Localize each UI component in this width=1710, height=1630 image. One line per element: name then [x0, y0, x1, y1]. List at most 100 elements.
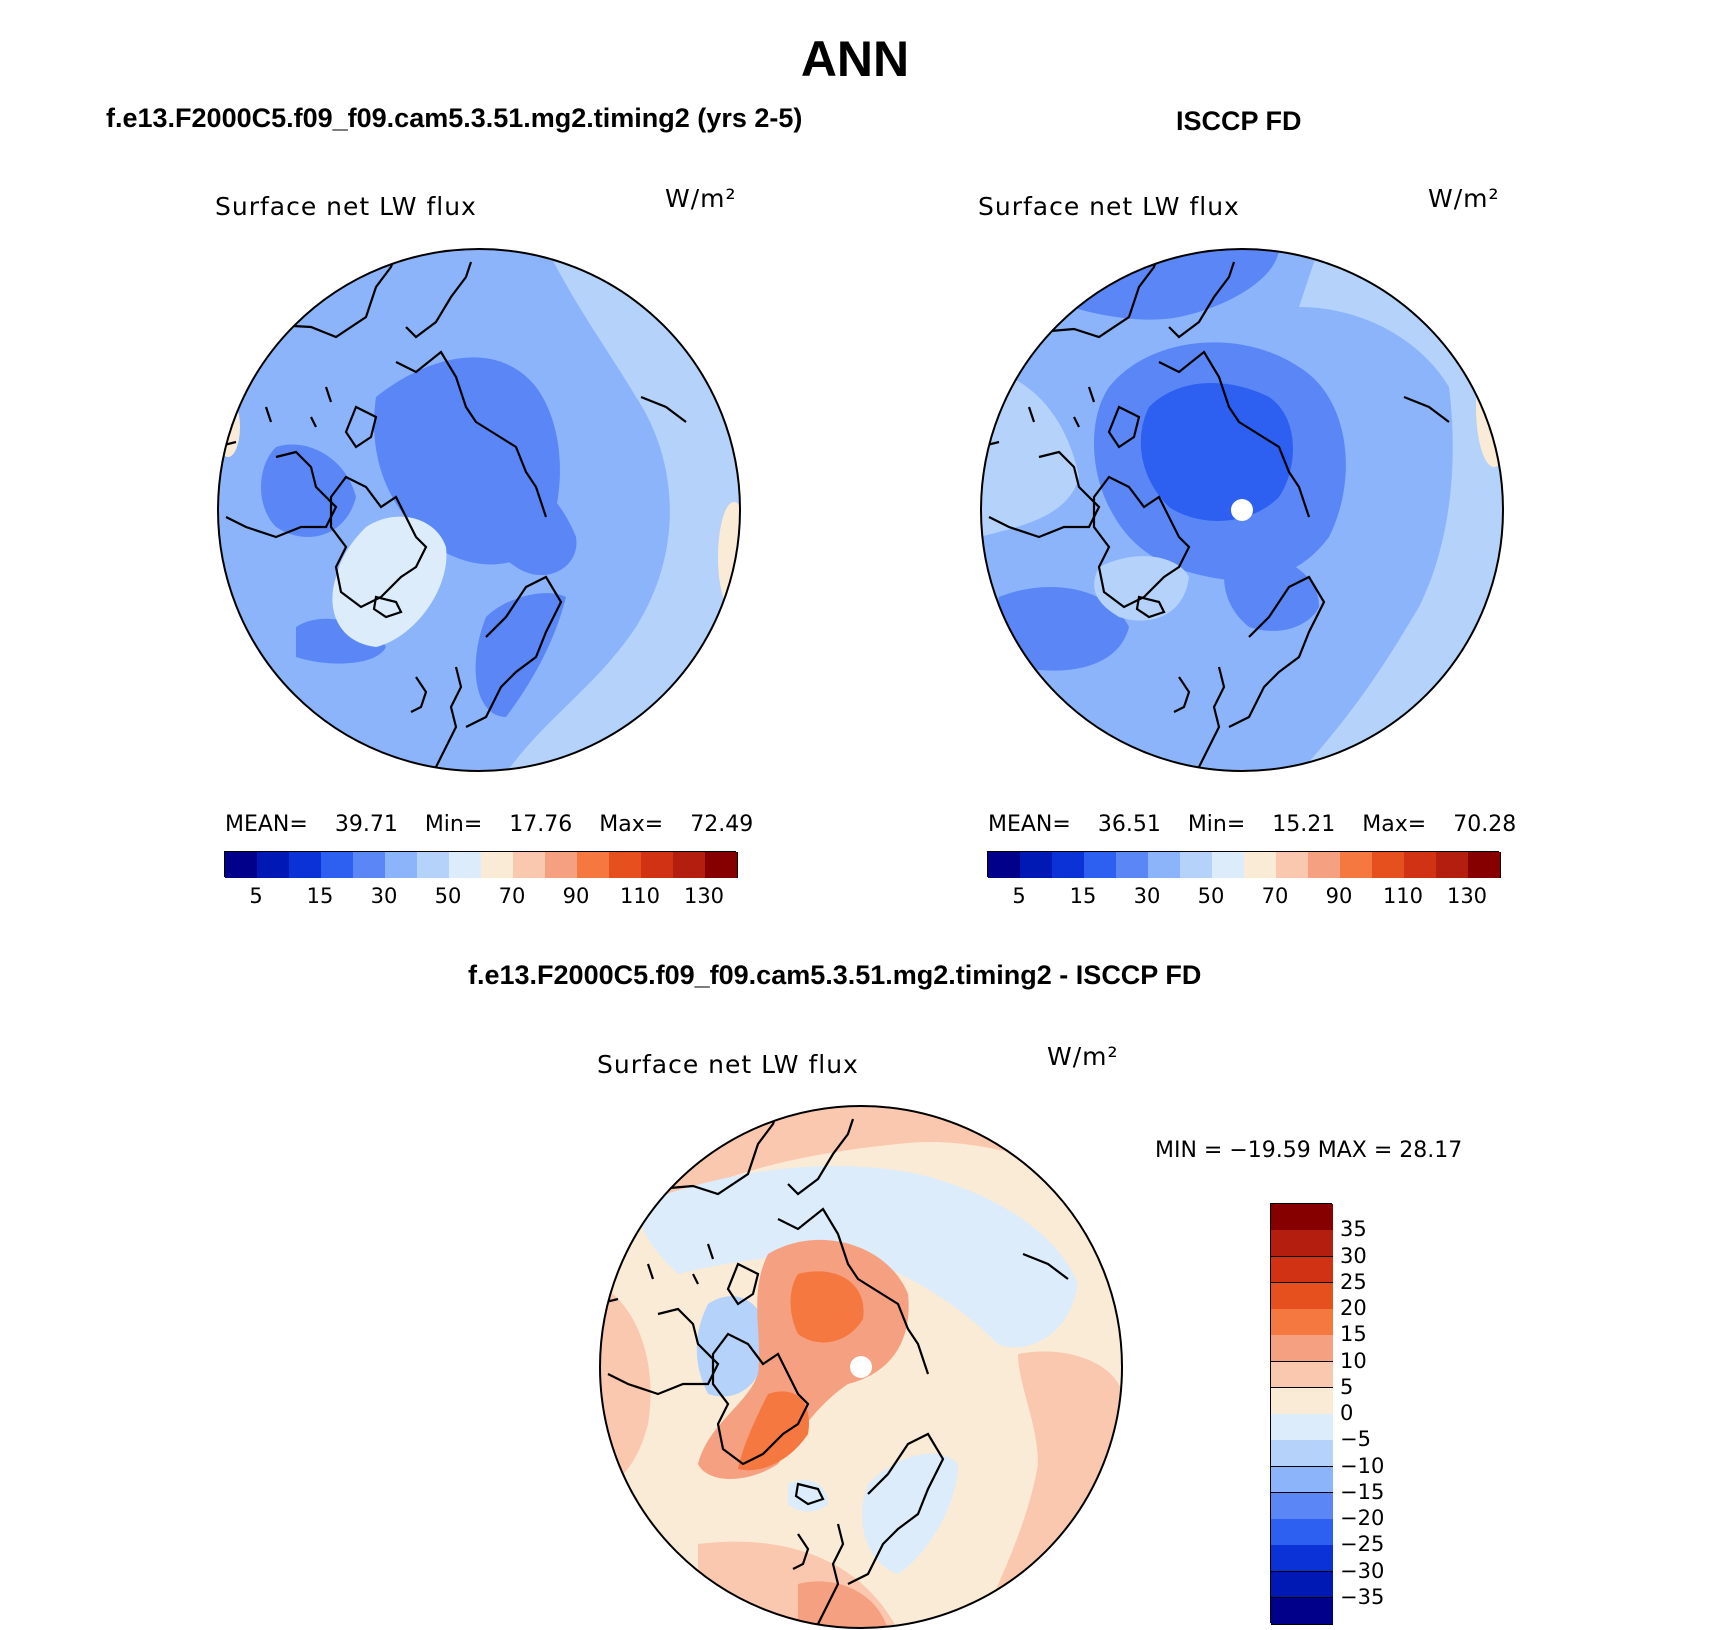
colorbar-labels-model: 5 15 30 50 70 90 110 130	[224, 884, 736, 910]
colorbar-swatch	[641, 852, 674, 878]
colorbar-tick-label: 50	[434, 884, 462, 908]
colorbar-swatch	[225, 852, 258, 878]
colorbar-swatch	[481, 852, 514, 878]
max-value: 72.49	[690, 812, 754, 837]
colorbar-tick-label: 15	[306, 884, 334, 908]
colorbar-tick-label: 90	[562, 884, 590, 908]
colorbar-swatch	[988, 852, 1021, 878]
colorbar-tick-label: 0	[1340, 1401, 1354, 1425]
colorbar-swatch	[417, 852, 450, 878]
colorbar-swatch	[1271, 1545, 1333, 1572]
colorbar-swatch	[1212, 852, 1245, 878]
colorbar-obs	[987, 851, 1501, 878]
colorbar-swatch	[449, 852, 482, 878]
colorbar-tick-label: −20	[1340, 1506, 1385, 1530]
colorbar-tick-label: 110	[619, 884, 661, 908]
colorbar-tick-label: −25	[1340, 1532, 1385, 1557]
colorbar-tick-label: 5	[1012, 884, 1026, 908]
colorbar-swatch	[1244, 852, 1277, 878]
colorbar-tick-label: −35	[1340, 1584, 1385, 1609]
polar-map-obs	[980, 248, 1504, 772]
colorbar-swatch	[513, 852, 546, 878]
colorbar-model	[224, 851, 738, 878]
panel-title-model: f.e13.F2000C5.f09_f09.cam5.3.51.mg2.timi…	[106, 103, 803, 133]
colorbar-swatch	[289, 852, 322, 878]
min-value: 17.76	[509, 812, 573, 837]
colorbar-tick-label: 90	[1325, 884, 1353, 908]
colorbar-swatch	[257, 852, 290, 878]
colorbar-swatch	[321, 852, 354, 878]
colorbar-swatch	[1180, 852, 1213, 878]
stats-model: MEAN= 39.71 Min= 17.76 Max= 72.49	[225, 812, 753, 837]
colorbar-swatch	[1308, 852, 1341, 878]
colorbar-tick-label: 30	[370, 884, 398, 908]
colorbar-swatch	[1271, 1571, 1333, 1599]
colorbar-tick-label: 10	[1340, 1348, 1367, 1373]
colorbar-swatch	[353, 852, 386, 878]
colorbar-swatch	[705, 852, 738, 878]
colorbar-tick-label: 20	[1340, 1296, 1367, 1320]
colorbar-swatch	[1148, 852, 1181, 878]
mean-label: MEAN=	[988, 812, 1071, 837]
colorbar-diff	[1270, 1203, 1333, 1625]
mean-value: 39.71	[334, 812, 398, 837]
colorbar-tick-label: 130	[1446, 884, 1488, 908]
stats-obs: MEAN= 36.51 Min= 15.21 Max= 70.28	[988, 812, 1516, 837]
colorbar-swatch	[577, 852, 610, 878]
colorbar-labels-diff: 35 30 25 20 15 10 5 0 −5 −10 −15 −20 −25 −30 −35	[1338, 1203, 1428, 1623]
mean-value: 36.51	[1097, 812, 1161, 837]
units-label-model: W/m²	[665, 184, 737, 213]
panel-title-diff: f.e13.F2000C5.f09_f09.cam5.3.51.mg2.timi…	[468, 960, 1202, 990]
variable-title-diff: Surface net LW flux	[597, 1050, 859, 1079]
colorbar-tick-label: 25	[1340, 1269, 1367, 1294]
colorbar-swatch	[1271, 1466, 1333, 1494]
colorbar-swatch	[1436, 852, 1469, 878]
colorbar-swatch	[1340, 852, 1373, 878]
colorbar-swatch	[1468, 852, 1501, 878]
colorbar-swatch	[1271, 1492, 1333, 1520]
max-value: 70.28	[1453, 812, 1517, 837]
min-label: Min=	[1187, 812, 1246, 837]
colorbar-tick-label: 30	[1133, 884, 1161, 908]
colorbar-tick-label: −5	[1340, 1427, 1371, 1452]
colorbar-swatch	[1271, 1414, 1333, 1441]
colorbar-swatch	[1271, 1361, 1333, 1389]
stats-diff: MIN = −19.59 MAX = 28.17	[1155, 1138, 1463, 1163]
colorbar-tick-label: 70	[1261, 884, 1289, 908]
units-label-obs: W/m²	[1428, 184, 1500, 213]
colorbar-swatch	[1116, 852, 1149, 878]
colorbar-swatch	[1276, 852, 1309, 878]
min-value: 15.21	[1272, 812, 1336, 837]
colorbar-labels-obs: 5 15 30 50 70 90 110 130	[987, 884, 1499, 910]
colorbar-tick-label: 30	[1340, 1243, 1367, 1268]
colorbar-swatch	[1271, 1309, 1333, 1336]
colorbar-tick-label: 130	[683, 884, 725, 908]
polar-map-model	[217, 248, 741, 772]
colorbar-swatch	[1052, 852, 1085, 878]
colorbar-swatch	[1271, 1335, 1333, 1362]
colorbar-swatch	[1271, 1230, 1333, 1257]
colorbar-tick-label: −10	[1340, 1453, 1385, 1478]
colorbar-tick-label: 70	[498, 884, 526, 908]
colorbar-tick-label: −15	[1340, 1479, 1385, 1504]
colorbar-swatch	[1271, 1256, 1333, 1284]
colorbar-tick-label: 50	[1197, 884, 1225, 908]
mean-label: MEAN=	[225, 812, 308, 837]
variable-title-obs: Surface net LW flux	[978, 192, 1240, 221]
panel-title-obs: ISCCP FD	[1176, 106, 1302, 136]
colorbar-swatch	[1271, 1519, 1333, 1546]
main-title: ANN	[800, 31, 910, 87]
colorbar-tick-label: 5	[249, 884, 263, 908]
colorbar-tick-label: −30	[1340, 1558, 1385, 1583]
variable-title-model: Surface net LW flux	[215, 192, 477, 221]
colorbar-swatch	[1271, 1282, 1333, 1310]
colorbar-swatch	[1404, 852, 1437, 878]
colorbar-swatch	[385, 852, 418, 878]
colorbar-tick-label: 35	[1340, 1217, 1367, 1242]
colorbar-tick-label: 5	[1340, 1374, 1354, 1399]
colorbar-swatch	[1271, 1204, 1333, 1231]
polar-map-diff	[599, 1105, 1123, 1629]
max-label: Max=	[1362, 812, 1427, 837]
colorbar-tick-label: 15	[1340, 1322, 1367, 1347]
colorbar-tick-label: 110	[1382, 884, 1424, 908]
